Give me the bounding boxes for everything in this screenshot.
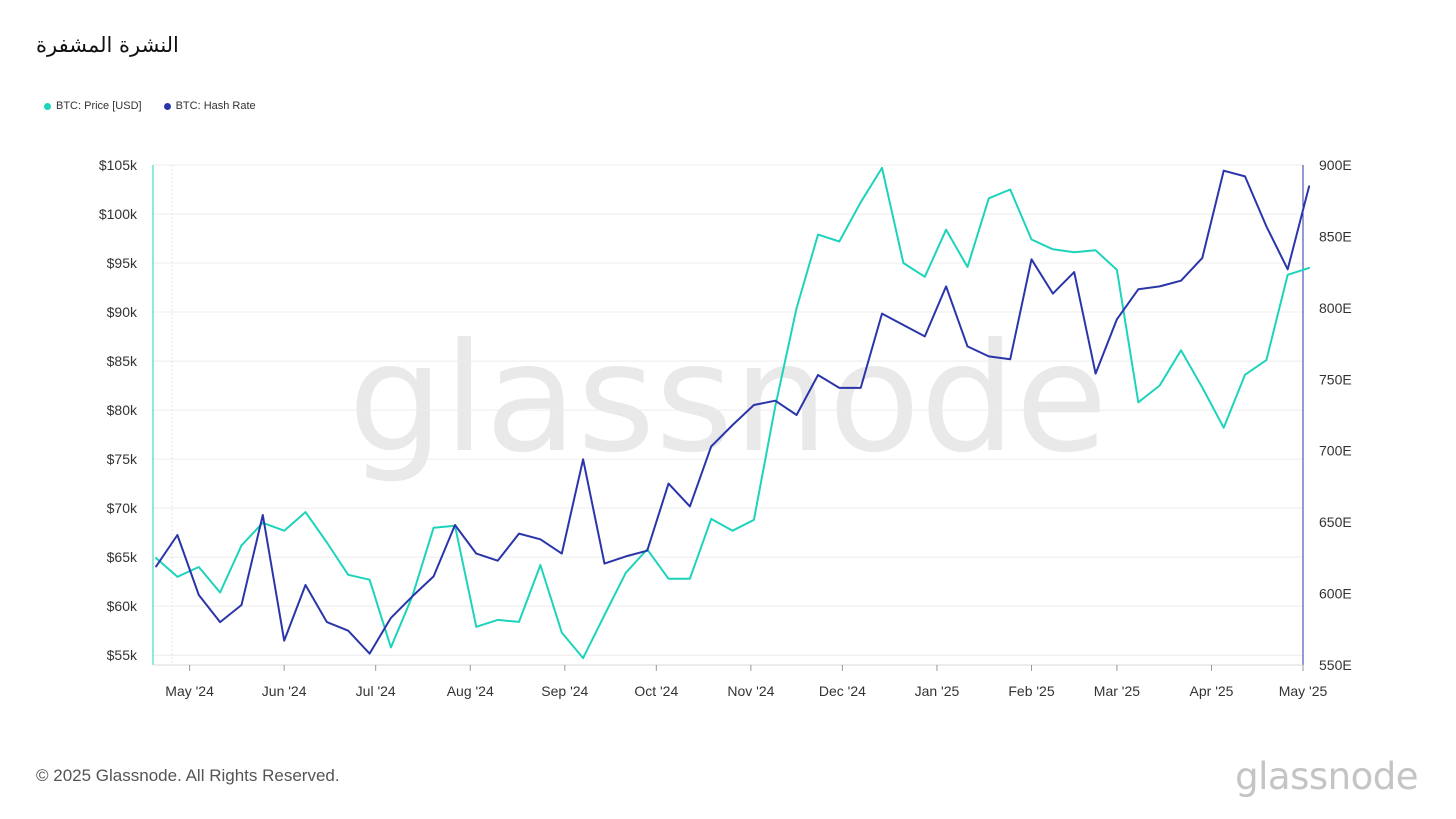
x-tick-label: Jun '24 [262,683,307,699]
y-right-tick-label: 600E [1319,586,1352,602]
legend-dot-hash-rate-icon [163,102,171,110]
y-left-tick-label: $75k [107,451,138,467]
x-tick-label: Feb '25 [1008,683,1054,699]
x-tick-label: May '25 [1279,683,1328,699]
y-right-tick-label: 700E [1319,443,1352,459]
copyright-footer: © 2025 Glassnode. All Rights Reserved. [36,766,340,785]
chart-watermark: glassnode [348,312,1107,486]
legend-label-price: BTC: Price [USD] [56,100,142,112]
y-left-tick-label: $65k [107,549,138,565]
brand-logo: glassnode [1235,755,1418,798]
x-tick-label: Jul '24 [356,683,396,699]
y-left-tick-label: $80k [107,402,138,418]
y-right-tick-label: 550E [1319,657,1352,673]
y-right-tick-label: 650E [1319,514,1352,530]
y-left-tick-label: $55k [107,647,138,663]
x-tick-label: Jan '25 [915,683,960,699]
y-left-tick-label: $90k [107,304,138,320]
chart-grid [153,164,1303,665]
x-tick-label: Sep '24 [541,683,588,699]
x-tick-label: Aug '24 [447,683,494,699]
y-left-tick-label: $95k [107,255,138,271]
series-line-price [155,166,1311,660]
y-right-tick-label: 850E [1319,228,1352,244]
y-right-tick-label: 900E [1319,157,1352,173]
y-left-tick-label: $60k [107,598,138,614]
chart-axes: $55k $60k $65k $70k $75k $80k $85k $90k $95k $100… [99,157,1352,699]
chart-legend: BTC: Price [USD] BTC: Hash Rate [44,100,256,112]
x-tick-label: Mar '25 [1094,683,1140,699]
x-tick-label: Apr '25 [1190,683,1234,699]
chart-series [155,166,1311,660]
y-left-tick-label: $105k [99,157,138,173]
x-tick-label: Nov '24 [727,683,774,699]
series-line-hash-rate [155,169,1311,655]
x-tick-label: Oct '24 [634,683,678,699]
legend-dot-price-icon [44,102,51,110]
page-title: النشرة المشفرة [36,33,179,57]
legend-label-hash-rate: BTC: Hash Rate [175,100,256,112]
y-left-tick-label: $100k [99,206,138,222]
y-left-tick-label: $70k [107,500,138,516]
y-right-tick-label: 800E [1319,300,1352,316]
y-left-tick-label: $85k [107,353,138,369]
y-right-tick-label: 750E [1319,371,1352,387]
legend-item-hash-rate[interactable]: BTC: Hash Rate [163,100,256,112]
x-tick-label: May '24 [165,683,214,699]
legend-item-price[interactable]: BTC: Price [USD] [44,100,142,112]
x-tick-label: Dec '24 [819,683,866,699]
